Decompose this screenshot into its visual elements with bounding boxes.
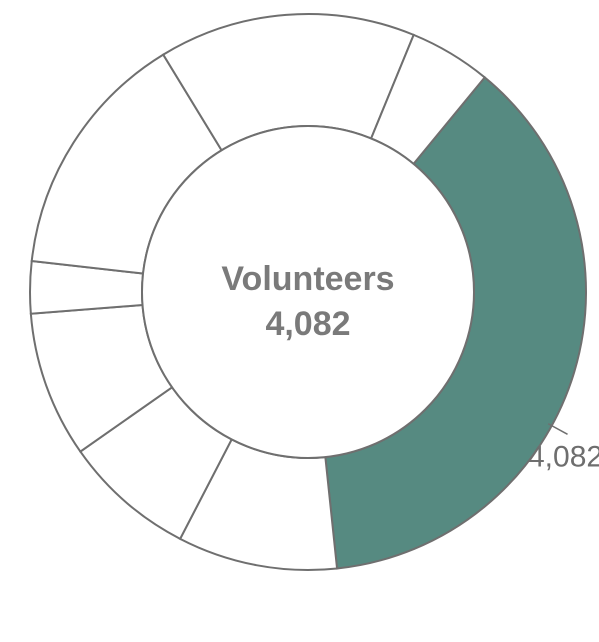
center-title: Volunteers <box>221 260 394 298</box>
data-label: 4,082 <box>528 440 599 473</box>
donut-hole <box>141 125 475 459</box>
data-labels: 4,082 <box>528 423 599 473</box>
donut-slices <box>29 13 587 571</box>
center-value: 4,082 <box>265 305 350 343</box>
data-label-leader <box>547 423 568 435</box>
